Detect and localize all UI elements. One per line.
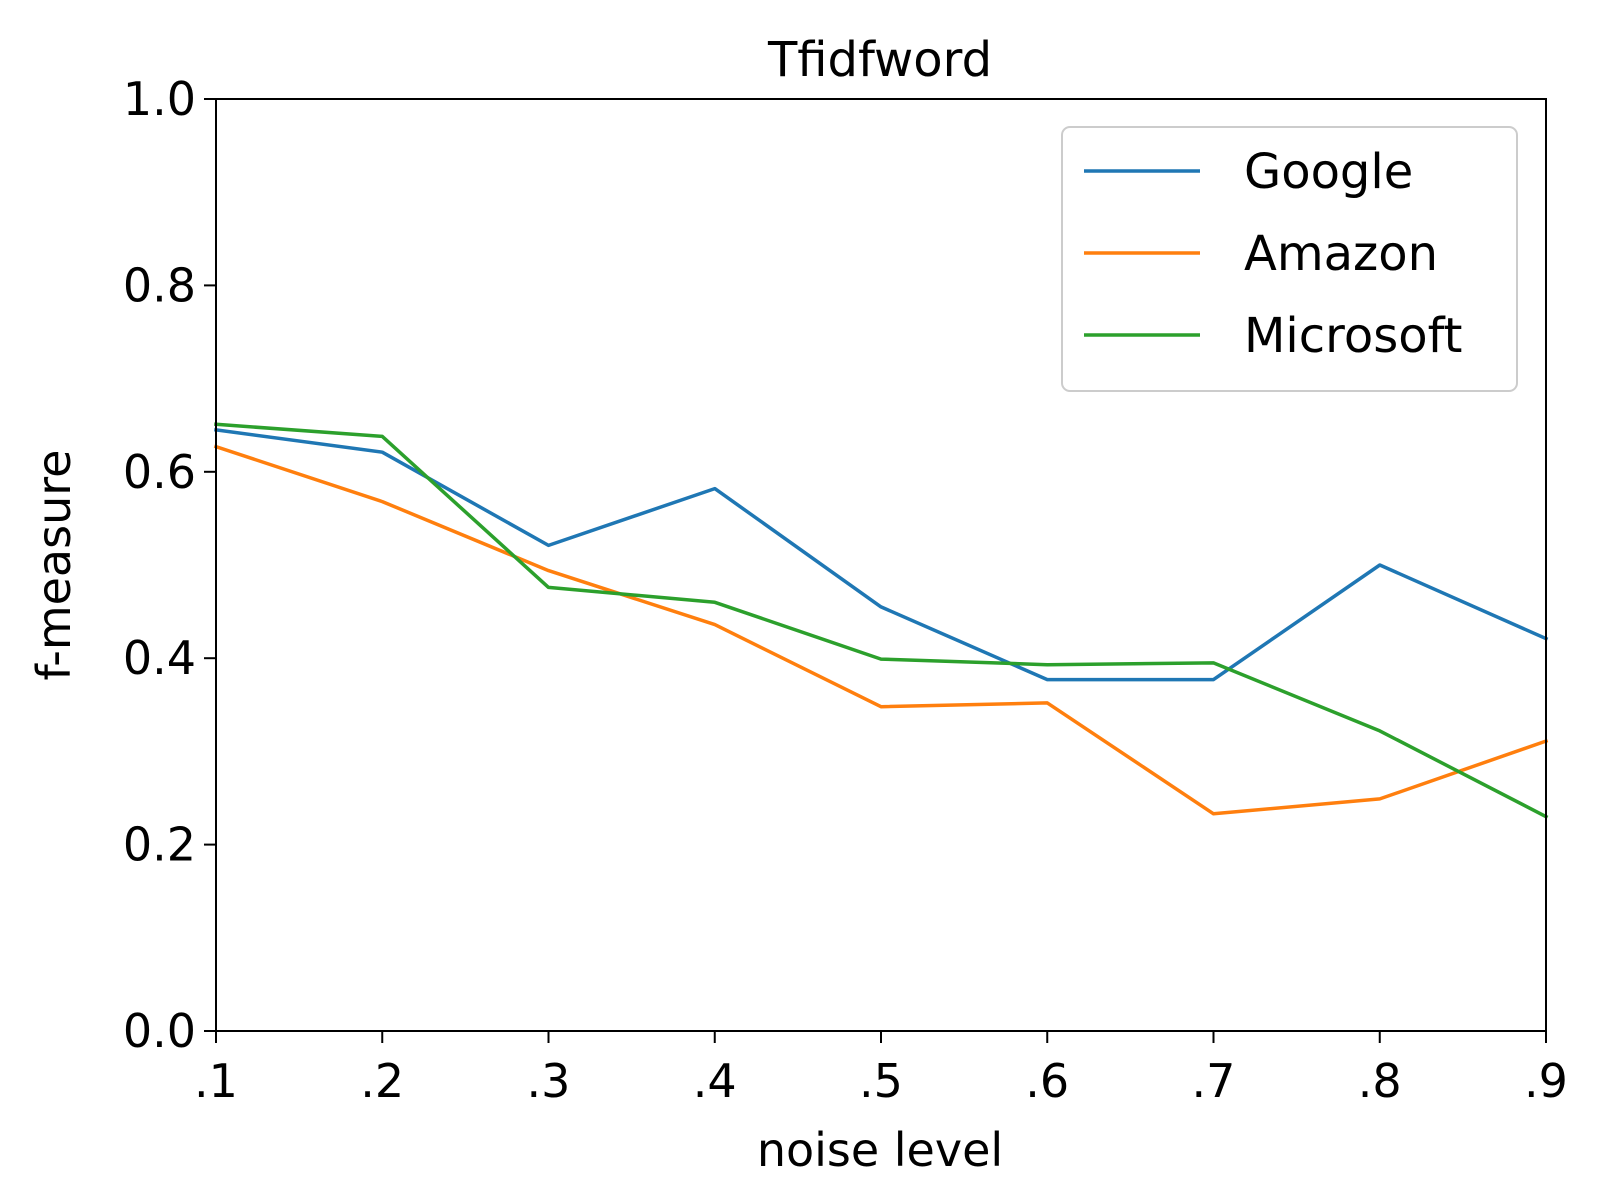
chart-title: Tfidfword — [767, 32, 992, 88]
y-tick-label: 0.8 — [123, 258, 196, 312]
series-layer — [213, 422, 1549, 819]
x-tick-label: .1 — [194, 1054, 238, 1108]
y-tick-label: 0.0 — [123, 1004, 196, 1058]
x-axis-title: noise level — [757, 1123, 1003, 1177]
y-tick-label: 1.0 — [123, 72, 196, 126]
x-tick-label: .6 — [1025, 1054, 1069, 1108]
series-line-google — [214, 427, 1549, 682]
series-line-microsoft — [214, 422, 1549, 819]
y-tick-label: 0.6 — [123, 445, 196, 499]
x-axis: .1 .2 .3 .4 .5 .6 .7 .8 .9 — [194, 1031, 1568, 1108]
x-tick-label: .7 — [1192, 1054, 1236, 1108]
series-line-amazon — [213, 444, 1549, 816]
y-axis: 0.0 0.2 0.4 0.6 0.8 1.0 — [123, 72, 216, 1058]
legend: Google Amazon Microsoft — [1061, 126, 1518, 392]
legend-box — [1061, 126, 1518, 392]
x-tick-label: .5 — [859, 1054, 903, 1108]
x-tick-label: .8 — [1358, 1054, 1402, 1108]
x-tick-label: .4 — [693, 1054, 737, 1108]
x-tick-label: .2 — [360, 1054, 404, 1108]
legend-label-google: Google — [1244, 144, 1413, 200]
y-tick-label: 0.4 — [123, 631, 196, 685]
x-tick-label: .3 — [527, 1054, 571, 1108]
legend-label-microsoft: Microsoft — [1244, 308, 1462, 364]
x-tick-label: .9 — [1524, 1054, 1568, 1108]
y-axis-title: f-measure — [27, 450, 81, 681]
y-tick-label: 0.2 — [123, 818, 196, 872]
legend-label-amazon: Amazon — [1244, 226, 1438, 282]
